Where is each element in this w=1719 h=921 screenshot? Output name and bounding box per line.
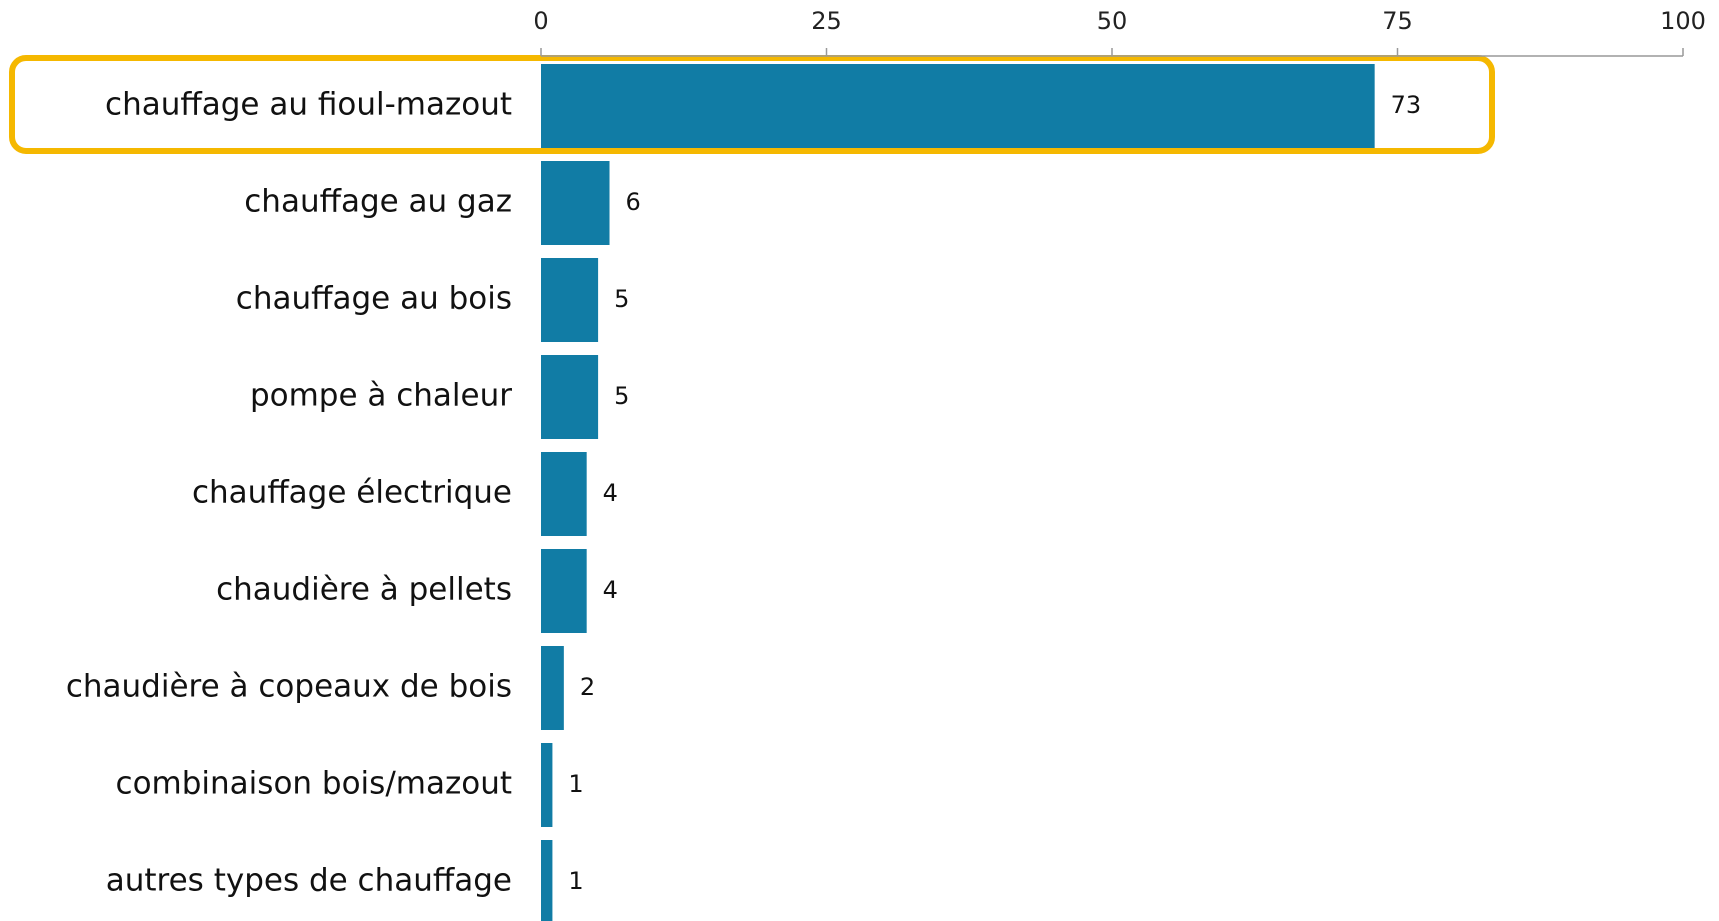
value-label: 4 (603, 479, 618, 507)
bar (541, 840, 553, 921)
x-tick-label: 75 (1382, 7, 1413, 35)
value-label: 6 (626, 188, 641, 216)
category-label: chauffage au gaz (244, 184, 512, 220)
value-label: 73 (1391, 91, 1422, 119)
category-label: chauffage au fioul-mazout (105, 87, 512, 123)
value-label: 1 (568, 770, 583, 798)
bar (541, 355, 599, 439)
value-label: 5 (614, 382, 629, 410)
bar (541, 161, 610, 245)
x-tick-label: 0 (533, 7, 548, 35)
value-label: 5 (614, 285, 629, 313)
bar (541, 452, 587, 536)
bar (541, 64, 1375, 148)
category-label: autres types de chauffage (106, 863, 512, 899)
category-label: pompe à chaleur (250, 378, 512, 414)
category-label: chaudière à copeaux de bois (66, 669, 512, 705)
value-label: 4 (603, 576, 618, 604)
bar (541, 646, 564, 730)
bar (541, 743, 553, 827)
bar (541, 549, 587, 633)
value-label: 1 (568, 867, 583, 895)
value-label: 2 (580, 673, 595, 701)
category-label: chauffage au bois (236, 281, 512, 317)
highlight-box (9, 55, 1495, 154)
bar (541, 258, 599, 342)
category-label: chaudière à pellets (216, 572, 512, 608)
x-tick-label: 25 (811, 7, 842, 35)
category-label: chauffage électrique (192, 475, 512, 511)
x-tick-label: 50 (1097, 7, 1128, 35)
category-label: combinaison bois/mazout (116, 766, 512, 802)
x-tick-label: 100 (1660, 7, 1706, 35)
